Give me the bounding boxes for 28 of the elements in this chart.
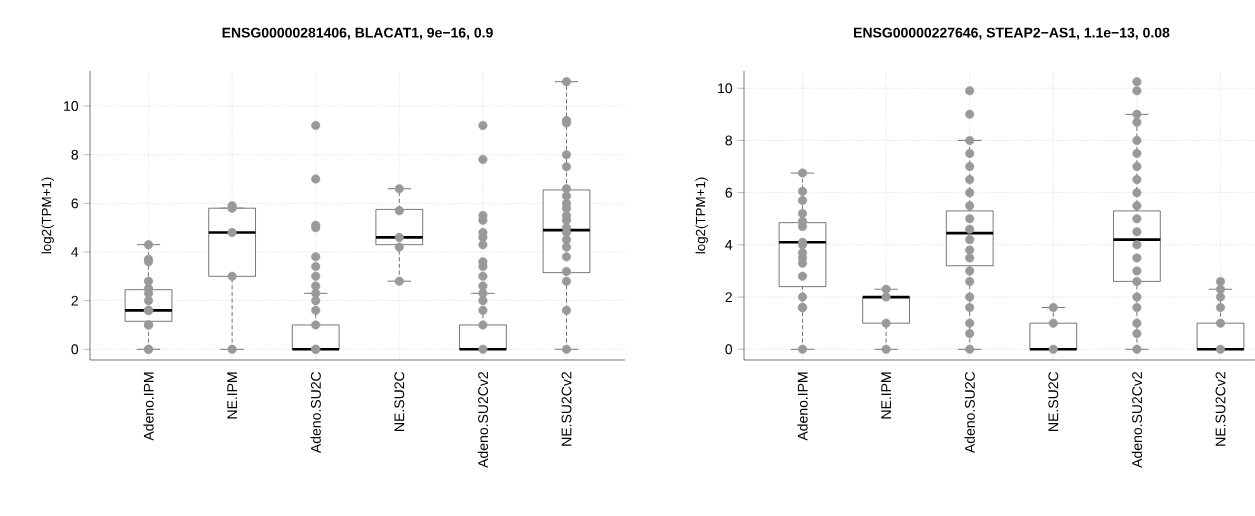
y-tick-label: 2	[725, 292, 732, 302]
chart-title: ENSG00000227646, STEAP2−AS1, 1.1e−13, 0.08	[854, 27, 1170, 40]
chart-title: ENSG00000281406, BLACAT1, 9e−16, 0.9	[222, 27, 493, 40]
y-tick-label: 4	[71, 247, 79, 257]
x-tick-label: Adeno.IPM	[797, 372, 808, 441]
y-tick-label: 8	[71, 149, 79, 160]
x-tick-label: Adeno.SU2Cv2	[477, 372, 489, 468]
y-axis-title: log2(TPM+1)	[41, 177, 54, 254]
x-tick-label: Adeno.IPM	[143, 372, 154, 441]
x-tick-label: NE.SU2Cv2	[561, 372, 572, 446]
y-tick-label: 10	[718, 83, 733, 94]
x-tick-label: NE.SU2C	[394, 371, 405, 431]
y-tick-label: 8	[725, 135, 733, 146]
y-tick-label: 0	[71, 344, 79, 355]
x-tick-label: NE.SU2C	[1048, 371, 1059, 431]
x-tick-label: NE.SU2Cv2	[1215, 372, 1226, 446]
y-axis-title: log2(TPM+1)	[695, 177, 708, 254]
y-tick-label: 6	[71, 198, 79, 209]
y-tick-label: 4	[725, 240, 733, 250]
y-tick-label: 10	[64, 101, 79, 111]
x-tick-label: Adeno.SU2C	[310, 371, 321, 454]
y-tick-label: 0	[725, 344, 733, 355]
y-tick-label: 6	[725, 187, 733, 198]
x-tick-label: NE.IPM	[227, 372, 237, 419]
y-tick-label: 2	[71, 295, 78, 306]
x-tick-label: Adeno.SU2Cv2	[1131, 372, 1143, 468]
x-tick-label: Adeno.SU2C	[964, 371, 975, 454]
x-tick-label: NE.IPM	[881, 372, 891, 419]
